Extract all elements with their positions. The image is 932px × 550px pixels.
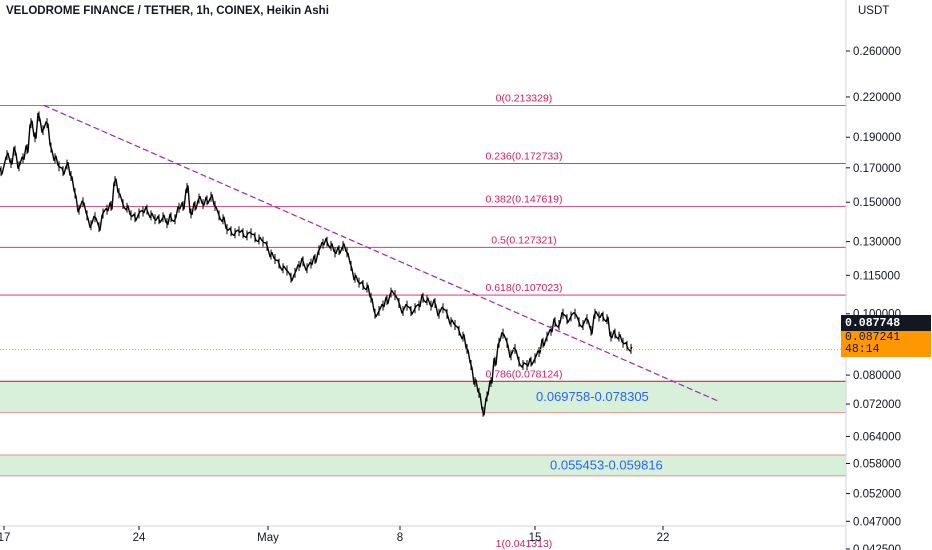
bar-countdown: 48:14 (845, 343, 880, 356)
ha-price-tag: 0.087241 48:14 (841, 331, 931, 357)
y-tick-label: 0.130000 (853, 237, 901, 249)
y-tick-label: 0.170000 (853, 163, 901, 175)
support-zone (0, 380, 846, 413)
y-tick-label: 0.080000 (853, 370, 901, 382)
zone-label: 0.055453-0.059816 (550, 457, 663, 472)
fib-level-label: 1(0.041313) (496, 538, 553, 550)
y-tick-label: 0.150000 (853, 197, 901, 209)
x-tick-label: 15 (529, 532, 542, 544)
x-tick-label: May (257, 532, 279, 544)
x-tick-label: 22 (657, 532, 670, 544)
downtrend-line (43, 104, 719, 402)
last-price-value: 0.087748 (845, 316, 901, 330)
x-tick-label: 8 (397, 532, 403, 544)
y-tick-label: 0.190000 (853, 132, 901, 144)
x-tick-label: 17 (0, 532, 10, 544)
fib-level-label: 0.382(0.147619) (485, 194, 562, 206)
currency-label: USDT (858, 5, 890, 17)
fib-level-label: 0.236(0.172733) (485, 150, 562, 162)
y-tick-label: 0.042500 (853, 544, 901, 550)
fib-level-label: 0.5(0.127321) (491, 234, 556, 246)
fib-level-label: 0(0.213329) (496, 92, 553, 104)
y-tick-label: 0.115000 (853, 270, 900, 282)
last-price-tag: 0.087748 (841, 315, 931, 331)
x-tick-label: 24 (133, 532, 146, 544)
y-tick-label: 0.052000 (853, 489, 901, 501)
ha-price-value: 0.087241 (845, 331, 901, 344)
y-tick-label: 0.260000 (853, 46, 901, 58)
fib-level-label: 0.786(0.078124) (485, 369, 562, 381)
y-tick-label: 0.064000 (853, 431, 901, 443)
y-tick-label: 0.220000 (853, 92, 901, 104)
y-tick-label: 0.072000 (853, 399, 901, 411)
support-zone (0, 455, 846, 476)
y-tick-label: 0.058000 (853, 459, 901, 471)
y-tick-label: 0.047000 (853, 516, 901, 528)
fib-level-label: 0.618(0.107023) (485, 282, 562, 294)
chart-title: VELODROME FINANCE / TETHER, 1h, COINEX, … (6, 5, 329, 17)
zone-label: 0.069758-0.078305 (536, 389, 649, 404)
